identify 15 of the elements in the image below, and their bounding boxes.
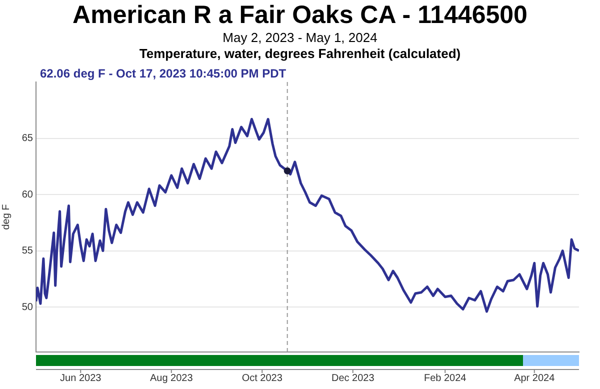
- y-tick-label: 60: [22, 189, 34, 200]
- x-tick-label: Dec 2023: [331, 372, 375, 384]
- chart-title: American R a Fair Oaks CA - 11446500: [72, 0, 528, 29]
- chart-subtitle: May 2, 2023 - May 1, 2024: [222, 29, 378, 46]
- text: 62.06 deg F - Oct 17, 2023 10:45:00 PM PDT: [40, 66, 287, 80]
- x-tick-label: Apr 2024: [514, 372, 556, 384]
- y-tick-label: 65: [22, 133, 34, 144]
- x-tick-label: Oct 2023: [242, 372, 283, 384]
- x-tick-label: Jun 2023: [60, 372, 102, 384]
- x-tick-label: Aug 2023: [150, 372, 194, 384]
- x-tick-label: Feb 2024: [424, 372, 467, 384]
- y-axis-title: deg F: [0, 204, 12, 230]
- y-tick-label: 50: [22, 302, 34, 313]
- text: Temperature, water, degrees Fahrenheit (calculated): [138, 46, 462, 62]
- y-tick-label: 55: [22, 246, 34, 256]
